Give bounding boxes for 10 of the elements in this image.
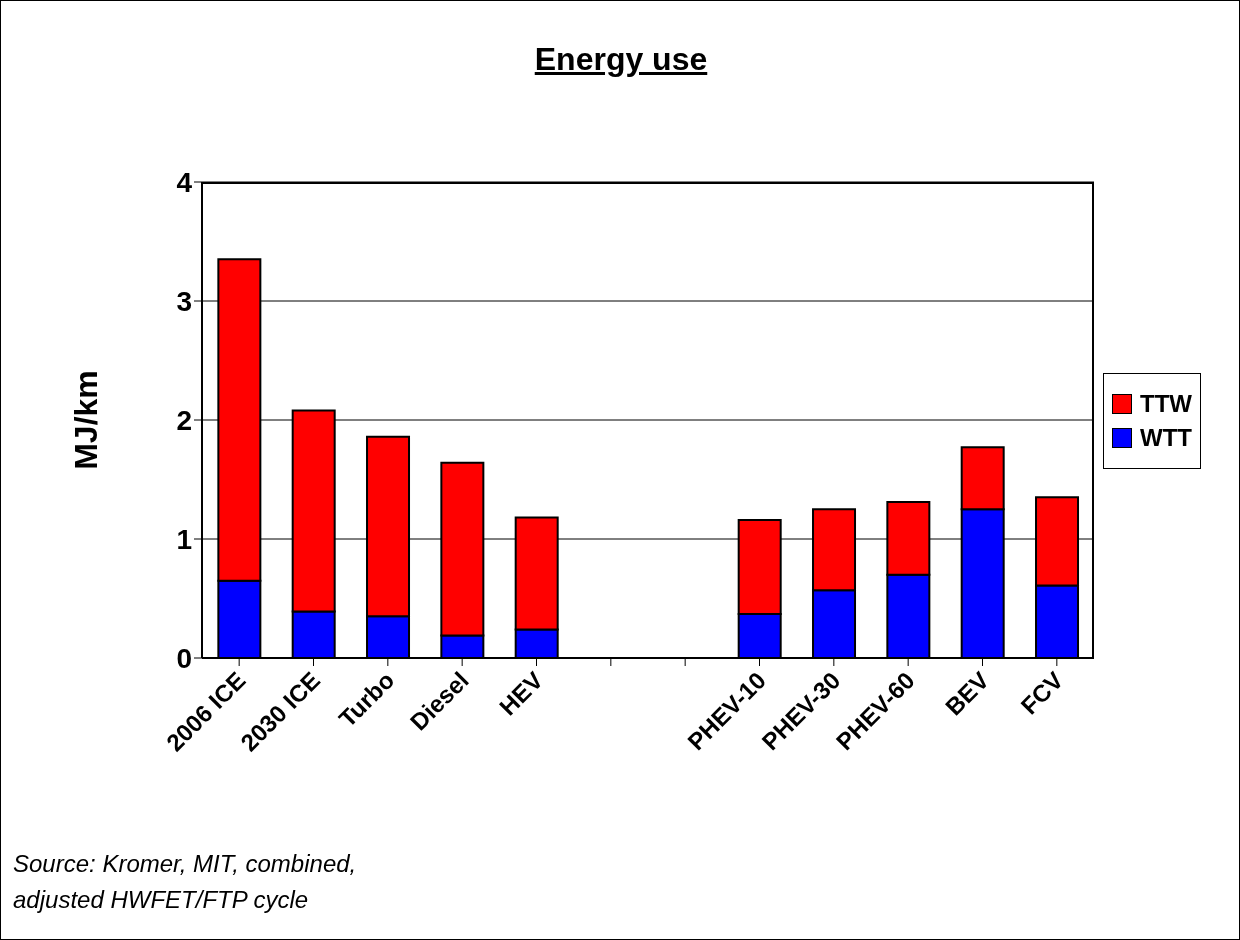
legend-label: TTW xyxy=(1140,390,1192,418)
legend-label: WTT xyxy=(1140,424,1192,452)
y-tick-label: 4 xyxy=(176,166,193,198)
y-tick-label: 3 xyxy=(176,285,192,317)
y-axis-title: MJ/km xyxy=(68,370,105,470)
y-tick-label: 0 xyxy=(176,642,192,674)
source-note: Source: Kromer, MIT, combined, adjusted HWFET/FTP cycle xyxy=(13,849,358,915)
chart-title: Energy use xyxy=(533,41,709,78)
y-tick-label: 2 xyxy=(176,404,192,436)
y-tick-label: 1 xyxy=(176,523,192,555)
